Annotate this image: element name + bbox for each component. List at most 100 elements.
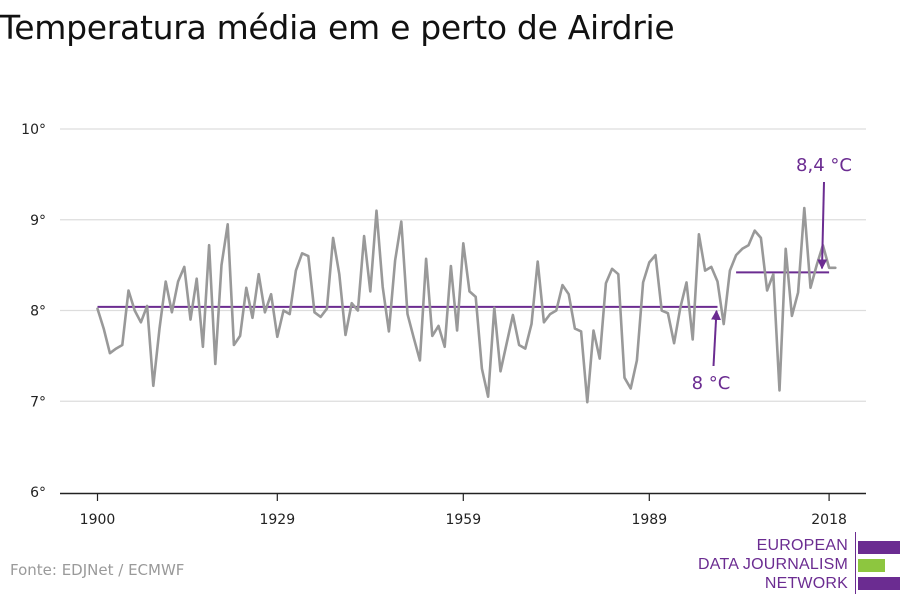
data-point-1900 (96, 307, 99, 310)
data-point-1994 (679, 306, 682, 309)
data-point-1955 (437, 325, 440, 327)
annotations: 8 °C 8,4 °C (692, 155, 852, 394)
data-point-1938 (332, 237, 334, 239)
data-point-1903 (115, 347, 117, 350)
grid-lines (60, 128, 866, 402)
annotation-arrow-2 (817, 181, 828, 270)
logo-text-european: EUROPEAN (756, 537, 848, 554)
data-point-1978 (580, 330, 582, 333)
data-point-1962 (481, 367, 483, 370)
logo-bar-purple-top (858, 541, 900, 554)
x-tick-label-1900: 1900 (80, 512, 116, 528)
data-point-2018 (828, 266, 830, 269)
data-point-2016 (815, 264, 818, 267)
data-point-1976 (567, 293, 570, 296)
data-point-1990 (654, 254, 657, 257)
source-note: Fonte: EDJNet / ECMWF (10, 561, 185, 579)
data-point-1923 (239, 335, 242, 337)
data-point-1931 (288, 313, 291, 316)
data-point-1932 (295, 269, 297, 272)
x-tick-label-1929: 1929 (259, 512, 295, 528)
data-point-2012 (791, 315, 793, 317)
data-point-1980 (592, 329, 595, 332)
data-point-1942 (357, 309, 359, 312)
data-point-1975 (561, 284, 564, 286)
data-point-1966 (505, 342, 508, 345)
data-point-2000 (716, 280, 719, 283)
data-point-1904 (121, 344, 124, 346)
data-point-1952 (419, 359, 421, 362)
data-point-1958 (456, 329, 458, 332)
data-point-1929 (276, 335, 279, 338)
data-point-1909 (152, 384, 155, 387)
data-point-1925 (251, 316, 254, 319)
data-point-1997 (698, 233, 700, 236)
data-point-2005 (747, 244, 750, 247)
data-point-1996 (691, 338, 694, 341)
data-point-1917 (202, 345, 204, 348)
data-point-1941 (350, 302, 353, 305)
data-point-1974 (555, 309, 558, 312)
data-point-1970 (530, 323, 533, 326)
data-point-1951 (412, 336, 415, 339)
data-point-1992 (667, 312, 669, 315)
data-point-1945 (375, 209, 378, 212)
logo-separator (855, 532, 856, 594)
data-point-2014 (803, 207, 806, 209)
data-point-1922 (233, 344, 235, 346)
data-point-1986 (629, 387, 632, 390)
logo-text-network: NETWORK (764, 575, 848, 592)
data-point-1912 (171, 311, 173, 314)
data-point-1906 (133, 309, 136, 312)
data-point-1914 (183, 266, 186, 268)
data-point-1961 (474, 295, 477, 298)
data-point-1981 (598, 357, 601, 360)
data-point-1979 (586, 401, 589, 404)
data-point-1920 (220, 264, 223, 267)
data-point-1991 (660, 309, 663, 312)
data-point-1905 (127, 289, 130, 292)
data-point-1944 (369, 290, 372, 293)
data-point-1934 (307, 255, 310, 257)
series-layer (96, 206, 837, 404)
annotation-arrow-1 (711, 309, 722, 367)
data-point-1998 (704, 269, 706, 272)
logo-bar-green (858, 559, 885, 572)
data-point-1907 (140, 321, 142, 324)
data-point-1915 (189, 318, 192, 321)
annotation-label-2: 8,4 °C (796, 155, 852, 176)
temperature-series-line (96, 206, 837, 404)
data-point-1954 (431, 335, 434, 337)
y-axis-ticks: 6° 7° 8° 9° 10° (21, 122, 46, 501)
data-point-1965 (499, 370, 502, 373)
data-point-1983 (611, 267, 613, 270)
data-point-1973 (549, 313, 551, 316)
x-axis-ticks: 1900 1929 1959 1989 2018 (80, 494, 847, 528)
data-point-1908 (146, 305, 149, 307)
data-point-1993 (673, 342, 675, 345)
data-point-1911 (164, 280, 167, 283)
x-tick-label-2018: 2018 (811, 512, 847, 528)
data-point-1940 (344, 334, 347, 336)
data-point-2015 (809, 286, 812, 289)
data-point-1999 (710, 266, 713, 268)
data-point-2002 (729, 269, 731, 272)
data-point-1950 (406, 313, 409, 316)
y-tick-label-10: 10° (21, 122, 46, 138)
data-point-1948 (394, 259, 396, 262)
data-point-1946 (381, 286, 384, 288)
data-point-1947 (388, 330, 390, 333)
data-point-1969 (524, 347, 527, 350)
data-point-1927 (264, 311, 266, 314)
data-point-1901 (102, 327, 105, 330)
data-point-1977 (574, 327, 576, 330)
data-point-1971 (536, 260, 539, 263)
data-point-2010 (778, 389, 781, 392)
data-point-1995 (685, 281, 688, 284)
data-point-2001 (722, 323, 725, 326)
data-point-2004 (741, 247, 744, 250)
data-point-2008 (766, 289, 768, 292)
data-point-1921 (226, 223, 229, 226)
data-point-1957 (450, 265, 452, 267)
data-point-1936 (319, 315, 322, 318)
